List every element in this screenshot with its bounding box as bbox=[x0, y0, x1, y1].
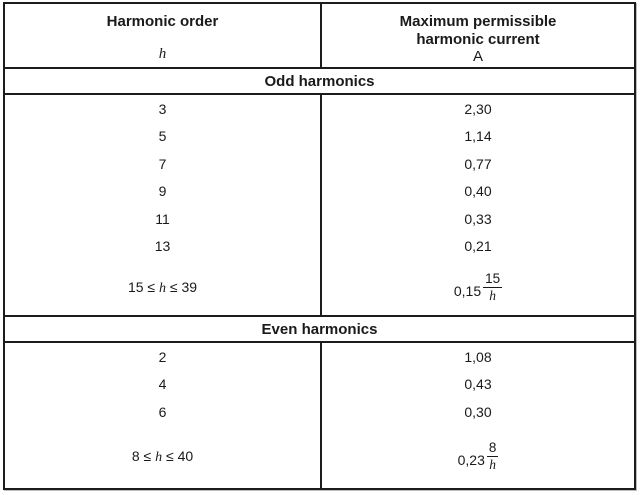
harmonic-limits-table: Harmonic order h Maximum permissible harm… bbox=[3, 2, 636, 490]
order-range: 8 ≤ h ≤ 40 bbox=[131, 447, 194, 465]
current-cell: 0,77 bbox=[464, 155, 492, 172]
header-harmonic-order: Harmonic order h bbox=[5, 4, 323, 67]
table-row: 6 0,30 bbox=[5, 398, 634, 426]
order-cell: 9 bbox=[5, 177, 323, 205]
table-row: 2 1,08 bbox=[5, 343, 634, 371]
table-row: 3 2,30 bbox=[5, 95, 634, 123]
current-formula: 0,23 8 h bbox=[457, 440, 499, 473]
fraction: 8 h bbox=[486, 440, 499, 473]
order-range-cell: 15 ≤ h ≤ 39 bbox=[5, 260, 323, 315]
table-row: 4 0,43 bbox=[5, 370, 634, 398]
table-row-formula: 15 ≤ h ≤ 39 0,15 15 h bbox=[5, 260, 634, 315]
current-cell: 0,40 bbox=[464, 183, 492, 200]
header-max-current: Maximum permissible harmonic current A bbox=[322, 4, 634, 67]
current-cell: 2,30 bbox=[464, 100, 492, 117]
current-cell: 1,08 bbox=[464, 348, 492, 365]
header-order-symbol: h bbox=[158, 46, 167, 62]
table-row: 11 0,33 bbox=[5, 205, 634, 233]
table-row: 5 1,14 bbox=[5, 122, 634, 150]
order-cell: 2 bbox=[5, 343, 323, 371]
order-cell: 6 bbox=[5, 398, 323, 426]
current-cell: 1,14 bbox=[464, 128, 492, 145]
current-cell: 0,30 bbox=[464, 403, 492, 420]
table-row-formula: 8 ≤ h ≤ 40 0,23 8 h bbox=[5, 425, 634, 489]
header-current-title: Maximum permissible harmonic current bbox=[399, 13, 557, 48]
current-cell: 0,33 bbox=[464, 210, 492, 227]
table-row: 9 0,40 bbox=[5, 177, 634, 205]
current-formula-cell: 0,23 8 h bbox=[322, 426, 634, 489]
current-cell: 0,21 bbox=[464, 238, 492, 255]
fraction: 15 h bbox=[483, 270, 503, 303]
header-order-title: Harmonic order bbox=[106, 13, 219, 30]
current-formula: 0,15 15 h bbox=[453, 270, 503, 303]
order-cell: 3 bbox=[5, 95, 323, 123]
section-header-even-harmonics: Even harmonics bbox=[5, 315, 634, 343]
table-row: 13 0,21 bbox=[5, 232, 634, 260]
order-cell: 7 bbox=[5, 150, 323, 178]
current-formula-cell: 0,15 15 h bbox=[322, 260, 634, 315]
section-header-odd-harmonics: Odd harmonics bbox=[5, 67, 634, 95]
table-header-row: Harmonic order h Maximum permissible harm… bbox=[5, 4, 634, 67]
order-range-cell: 8 ≤ h ≤ 40 bbox=[5, 425, 323, 488]
table-row: 7 0,77 bbox=[5, 150, 634, 178]
order-cell: 4 bbox=[5, 370, 323, 398]
order-range: 15 ≤ h ≤ 39 bbox=[127, 278, 198, 296]
order-cell: 11 bbox=[5, 205, 323, 233]
header-current-unit: A bbox=[473, 48, 484, 65]
current-cell: 0,43 bbox=[464, 376, 492, 393]
order-cell: 13 bbox=[5, 232, 323, 260]
order-cell: 5 bbox=[5, 122, 323, 150]
